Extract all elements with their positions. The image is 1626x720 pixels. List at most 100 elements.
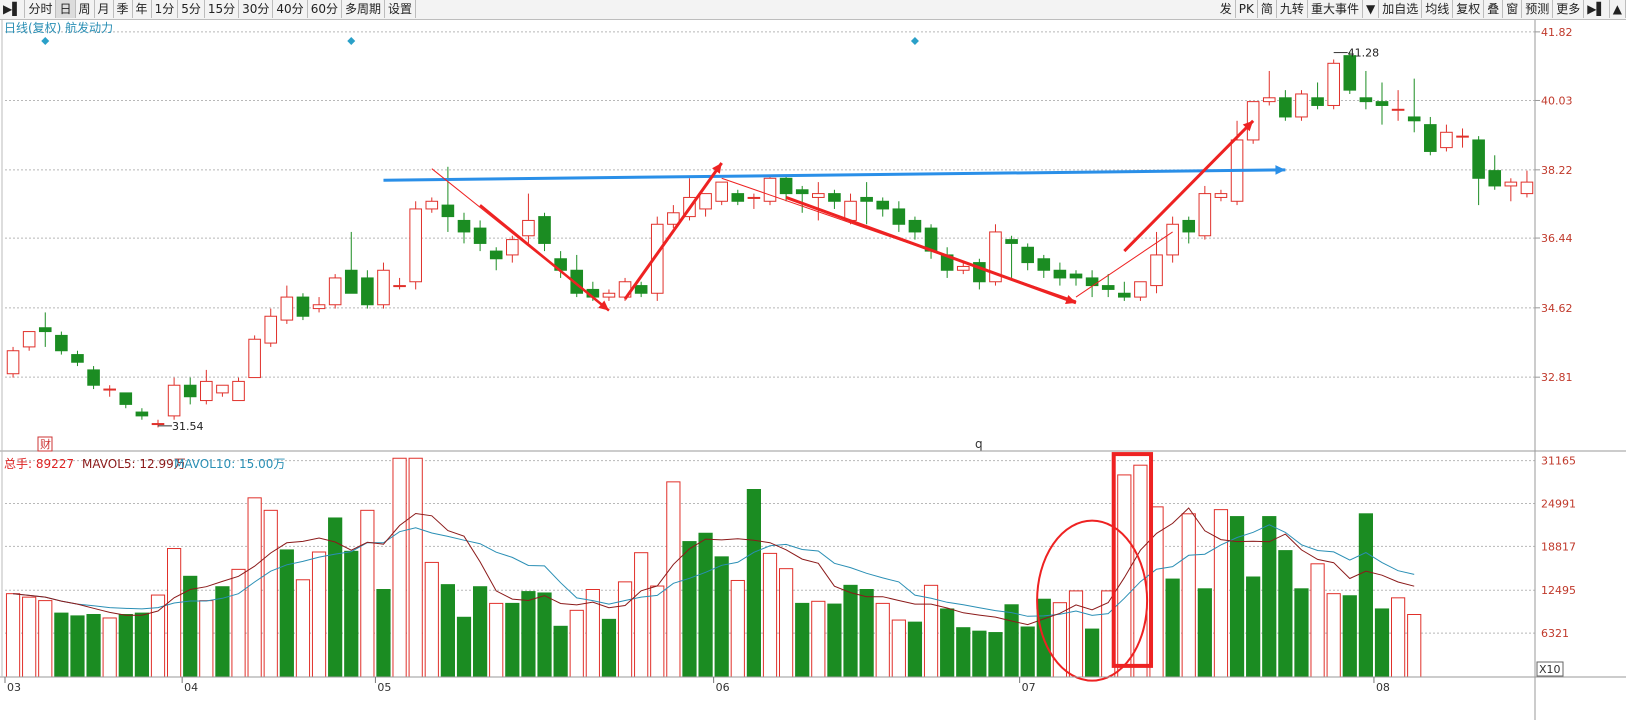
candle-body[interactable] — [71, 354, 84, 363]
event-diamond-marker[interactable] — [41, 37, 50, 45]
candle-body[interactable] — [1118, 292, 1131, 298]
volume-bar[interactable] — [505, 602, 520, 678]
candle-body[interactable] — [280, 296, 294, 321]
candle-body[interactable] — [989, 231, 1002, 283]
candle-body[interactable] — [1520, 181, 1534, 195]
candle-body[interactable] — [87, 369, 100, 386]
volume-bar[interactable] — [988, 632, 1003, 678]
candle-body[interactable] — [489, 250, 503, 260]
candle-body[interactable] — [538, 216, 551, 244]
candle-body[interactable] — [1327, 62, 1340, 106]
volume-bar[interactable] — [118, 614, 133, 678]
period-button-7[interactable]: 1分 — [152, 0, 179, 18]
period-button-10[interactable]: 30分 — [239, 0, 274, 18]
candle-body[interactable] — [1279, 97, 1292, 118]
volume-bar[interactable] — [1133, 464, 1148, 678]
candle-body[interactable] — [795, 189, 809, 195]
candle-body[interactable] — [1488, 170, 1502, 187]
candle-body[interactable] — [103, 388, 116, 391]
volume-bar[interactable] — [1213, 509, 1229, 678]
candle-body[interactable] — [1359, 97, 1373, 103]
volume-bar[interactable] — [1374, 608, 1390, 678]
volume-bar[interactable] — [956, 627, 971, 678]
candle-body[interactable] — [812, 193, 825, 198]
volume-bar[interactable] — [311, 551, 327, 678]
candle-body[interactable] — [1262, 97, 1276, 103]
period-button-9[interactable]: 15分 — [205, 0, 240, 18]
volume-bar[interactable] — [215, 586, 230, 678]
volume-bar[interactable] — [537, 592, 552, 678]
volume-bar[interactable] — [360, 509, 375, 678]
candle-body[interactable] — [6, 350, 20, 375]
candle-body[interactable] — [1101, 285, 1115, 290]
candle-body[interactable] — [956, 265, 970, 271]
tool-button-7[interactable]: 均线 — [1422, 0, 1454, 18]
candle-body[interactable] — [457, 219, 471, 233]
volume-bar[interactable] — [746, 489, 761, 678]
period-button-6[interactable]: 年 — [133, 0, 152, 18]
candle-body[interactable] — [1504, 181, 1518, 187]
volume-bar[interactable] — [1165, 578, 1180, 678]
candle-body[interactable] — [425, 200, 439, 210]
candle-body[interactable] — [312, 304, 326, 310]
candle-body[interactable] — [296, 296, 310, 317]
volume-bar[interactable] — [199, 600, 214, 678]
tool-button-5[interactable]: ▼ — [1363, 0, 1380, 18]
volume-bar[interactable] — [1391, 597, 1406, 678]
candle-body[interactable] — [699, 193, 712, 210]
candle-body[interactable] — [731, 193, 745, 202]
volume-bar[interactable] — [344, 550, 359, 678]
candle-body[interactable] — [377, 269, 390, 306]
candle-body[interactable] — [747, 196, 761, 199]
candle-body[interactable] — [1391, 108, 1405, 111]
volume-bar[interactable] — [1197, 588, 1212, 678]
candle-body[interactable] — [1214, 193, 1228, 198]
candle-body[interactable] — [393, 285, 406, 288]
candle-body[interactable] — [602, 292, 616, 298]
period-button-14[interactable]: 设置 — [385, 0, 416, 18]
candle-body[interactable] — [22, 331, 36, 348]
volume-bar[interactable] — [376, 589, 391, 678]
candle-body[interactable] — [1375, 101, 1389, 106]
volume-bar[interactable] — [650, 585, 665, 678]
volume-bar[interactable] — [489, 602, 504, 678]
volume-bar[interactable] — [1342, 595, 1357, 678]
candle-body[interactable] — [1069, 273, 1083, 279]
volume-bar[interactable] — [1310, 563, 1325, 678]
candle-body[interactable] — [1150, 254, 1163, 287]
candle-body[interactable] — [570, 269, 584, 294]
candle-body[interactable] — [876, 200, 890, 210]
candle-body[interactable] — [844, 200, 857, 221]
candle-body[interactable] — [860, 196, 873, 202]
candle-body[interactable] — [973, 262, 986, 283]
tool-button-8[interactable]: 复权 — [1453, 0, 1485, 18]
candle-body[interactable] — [828, 193, 841, 202]
volume-bar[interactable] — [569, 609, 584, 678]
volume-bar[interactable] — [86, 614, 101, 678]
volume-bar[interactable] — [601, 618, 617, 678]
period-button-0[interactable]: ▶▌ — [0, 0, 26, 18]
volume-bar[interactable] — [859, 589, 874, 678]
tool-button-9[interactable]: 叠 — [1484, 0, 1504, 18]
volume-bar[interactable] — [392, 457, 407, 678]
volume-bar[interactable] — [907, 621, 923, 678]
candle-body[interactable] — [1005, 239, 1018, 244]
volume-bar[interactable] — [634, 552, 649, 678]
candle-body[interactable] — [344, 269, 358, 294]
financial-badge[interactable]: 财 — [40, 437, 51, 451]
candle-body[interactable] — [409, 208, 422, 283]
candle-body[interactable] — [119, 392, 133, 405]
candle-body[interactable] — [1407, 116, 1421, 122]
volume-bar[interactable] — [875, 602, 890, 678]
volume-bar[interactable] — [714, 556, 729, 678]
candle-body[interactable] — [1440, 131, 1453, 149]
volume-bar[interactable] — [762, 552, 778, 678]
tool-button-4[interactable]: 重大事件 — [1308, 0, 1363, 18]
candle-body[interactable] — [248, 338, 261, 379]
candle-body[interactable] — [1424, 124, 1437, 152]
volume-bar[interactable] — [231, 568, 246, 678]
volume-bar[interactable] — [779, 568, 794, 678]
tool-button-2[interactable]: 简 — [1258, 0, 1277, 18]
period-button-5[interactable]: 季 — [114, 0, 133, 18]
candle-body[interactable] — [892, 208, 906, 225]
